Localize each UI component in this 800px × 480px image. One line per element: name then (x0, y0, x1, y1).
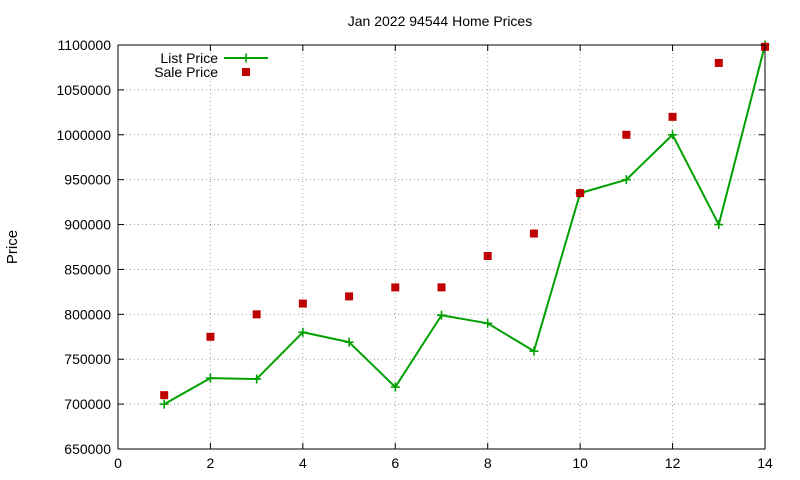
sale-price-point (576, 189, 585, 198)
sale-price-point (160, 391, 169, 400)
y-tick-label: 650000 (64, 441, 111, 457)
y-tick-label: 950000 (64, 172, 111, 188)
legend-plus-marker (241, 53, 251, 63)
x-tick-label: 2 (207, 455, 215, 471)
x-tick-label: 0 (114, 455, 122, 471)
y-tick-label: 900000 (64, 217, 111, 233)
sale-price-point (437, 283, 446, 292)
sale-price-point (622, 130, 631, 139)
list-price-point (483, 318, 493, 328)
chart-title: Jan 2022 94544 Home Prices (348, 13, 532, 29)
x-tick-label: 10 (572, 455, 588, 471)
sale-price-point (529, 229, 538, 238)
list-price-point (621, 175, 631, 185)
x-tick-label: 14 (757, 455, 773, 471)
sale-price-point (391, 283, 400, 292)
list-price-point (529, 346, 539, 356)
y-tick-label: 700000 (64, 396, 111, 412)
sale-price-point (345, 292, 354, 301)
list-price-line (163, 44, 766, 405)
sale-price-point (298, 299, 307, 308)
x-tick-label: 6 (391, 455, 399, 471)
x-tick-label: 8 (484, 455, 492, 471)
y-tick-label: 800000 (64, 306, 111, 322)
list-price-point (714, 220, 724, 230)
y-tick-label: 750000 (64, 351, 111, 367)
list-price-point (298, 327, 308, 337)
y-tick-label: 1100000 (58, 37, 112, 53)
sale-price-point (714, 58, 723, 67)
legend-square-marker (242, 68, 250, 76)
axis-ticks: 0 2 4 6 8 10 12 14 650000 700000 750000 800000 85000… (56, 37, 773, 471)
sale-price-point (668, 112, 677, 121)
x-tick-label: 4 (299, 455, 307, 471)
legend-label: List Price (160, 50, 218, 66)
list-price-point (205, 373, 215, 383)
list-price-point (668, 130, 678, 140)
y-tick-label: 1000000 (56, 127, 111, 143)
list-price-point (159, 399, 169, 409)
y-tick-label: 1050000 (56, 82, 111, 98)
sale-price-point (483, 251, 492, 260)
list-price-point (344, 337, 354, 347)
list-price-point (390, 382, 400, 392)
sale-price-point (252, 310, 261, 319)
y-axis-label: Price (4, 230, 21, 264)
list-price-point (252, 374, 262, 384)
grid (118, 45, 765, 449)
legend-label: Sale Price (154, 64, 218, 80)
sale-price-point (206, 332, 215, 341)
x-tick-label: 12 (665, 455, 681, 471)
plot-frame (117, 44, 766, 450)
y-tick-label: 850000 (64, 261, 111, 277)
list-price-point (437, 310, 446, 320)
